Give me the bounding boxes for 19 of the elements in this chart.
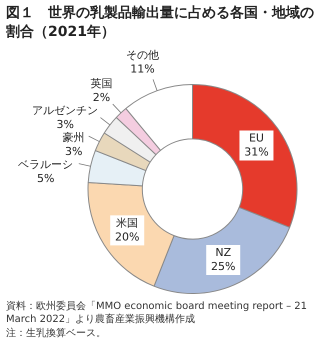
slice-label: ベラルーシ [18,158,74,171]
slice-label: EU [248,131,264,144]
data-label: 31% [244,145,269,158]
data-label: 25% [210,260,236,273]
slice-label: 豪州 [62,130,85,144]
slice-label: 英国 [90,76,112,90]
slice-label: NZ [215,246,232,259]
data-label: 3% [56,118,74,131]
data-label: 5% [37,172,54,185]
data-label: 20% [114,230,140,244]
slice-label: 米国 [116,216,138,230]
text: 注：生乳換算ベース。 [6,327,107,340]
slice-label: その他 [126,48,159,62]
text: 資料：欧州委員会「MMO economic board meeting report – 21 March 2022」より農畜産業振興機構作成 [6,300,308,326]
chart-title: 図１ 世界の乳製品輸出量に占める各国・地域の割合（2021年） [5,4,315,42]
data-label: 2% [92,90,110,104]
slice-label: アルゼンチン [32,104,98,117]
data-label: 11% [130,62,155,76]
data-label: 3% [64,144,82,158]
